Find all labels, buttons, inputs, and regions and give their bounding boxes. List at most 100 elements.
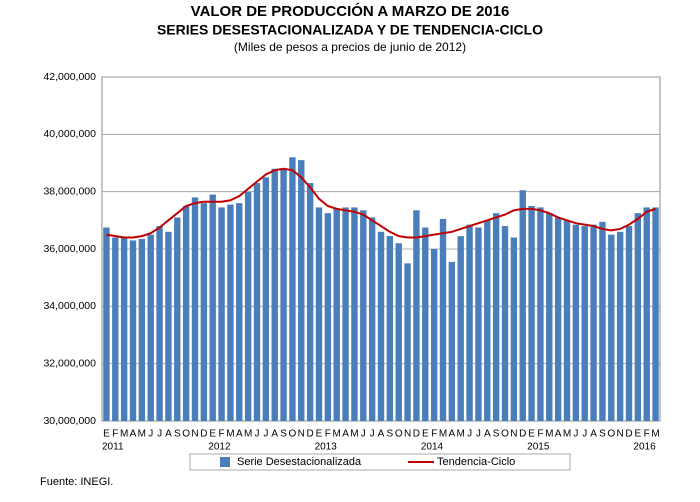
bar [280, 168, 287, 421]
bar [289, 157, 296, 421]
bar [572, 224, 580, 421]
x-tick-label: A [590, 429, 597, 440]
x-tick-label: S [493, 429, 500, 440]
bar [492, 213, 500, 421]
x-tick-label: D [200, 429, 207, 440]
x-tick-label: J [467, 429, 472, 440]
x-tick-label: M [244, 429, 252, 440]
x-tick-label: M [457, 429, 465, 440]
bar [351, 207, 358, 421]
x-tick-label: A [449, 429, 456, 440]
x-tick-label: M [563, 429, 571, 440]
bar [413, 210, 420, 421]
bar [537, 207, 544, 421]
year-label: 2011 [102, 442, 124, 453]
bar [510, 237, 518, 421]
bar [422, 227, 429, 421]
bar [457, 236, 464, 421]
bar [484, 220, 491, 421]
legend-label: Tendencia-Ciclo [437, 456, 515, 468]
bar [448, 261, 456, 421]
x-tick-label: E [103, 429, 110, 440]
x-tick-label: A [342, 429, 349, 440]
bar [342, 207, 349, 421]
x-tick-label: A [271, 429, 278, 440]
y-tick-label: 32,000,000 [43, 357, 96, 369]
x-tick-label: M [333, 429, 341, 440]
bar [643, 207, 650, 421]
x-tick-label: F [325, 429, 331, 440]
chart-note: (Miles de pesos a precios de junio de 20… [234, 40, 466, 54]
x-tick-label: F [537, 429, 543, 440]
bar [227, 204, 234, 421]
bar [129, 240, 137, 421]
source: Fuente: INEGI. [40, 476, 113, 488]
legend-swatch [220, 457, 230, 467]
bar [182, 206, 190, 421]
x-tick-label: D [307, 429, 314, 440]
x-tick-label: A [165, 429, 172, 440]
bar [209, 194, 216, 421]
x-tick-label: J [157, 429, 162, 440]
x-tick-label: M [651, 429, 659, 440]
y-tick-label: 38,000,000 [43, 185, 96, 197]
x-tick-label: O [607, 429, 615, 440]
bar [156, 226, 163, 421]
bar [546, 213, 553, 421]
x-tick-label: S [387, 429, 394, 440]
x-tick-label: O [501, 429, 509, 440]
bar [244, 191, 252, 421]
x-tick-label: J [370, 429, 375, 440]
bar [200, 203, 208, 421]
x-tick-label: E [422, 429, 429, 440]
x-tick-label: N [617, 429, 624, 440]
bar [563, 220, 571, 421]
x-tick-label: S [599, 429, 606, 440]
y-tick-label: 34,000,000 [43, 300, 96, 312]
x-tick-label: M [350, 429, 358, 440]
bar [395, 243, 402, 421]
x-tick-label: D [519, 429, 526, 440]
x-tick-label: D [413, 429, 420, 440]
bar [625, 226, 633, 421]
x-tick-label: N [404, 429, 411, 440]
bar [528, 206, 535, 421]
x-tick-label: E [209, 429, 216, 440]
x-tick-label: O [182, 429, 190, 440]
x-tick-label: J [263, 429, 268, 440]
bar [368, 217, 376, 421]
bar [608, 234, 615, 421]
x-tick-label: N [510, 429, 517, 440]
x-tick-label: J [476, 429, 481, 440]
bar [191, 197, 199, 421]
bar [590, 224, 597, 421]
bar [475, 227, 482, 421]
bar [616, 231, 624, 421]
y-tick-label: 42,000,000 [43, 71, 96, 83]
x-tick-label: F [219, 429, 225, 440]
bar [138, 238, 146, 421]
bar [253, 183, 261, 421]
bar [404, 263, 411, 421]
x-tick-label: S [174, 429, 181, 440]
bar [271, 168, 278, 421]
bar [554, 217, 562, 421]
x-tick-label: N [191, 429, 198, 440]
bar [174, 217, 181, 421]
x-tick-label: M [545, 429, 553, 440]
chart-subtitle: SERIES DESESTACIONALIZADA Y DE TENDENCIA… [157, 22, 543, 38]
year-label: 2014 [421, 442, 444, 453]
x-tick-label: M [226, 429, 234, 440]
x-tick-label: O [289, 429, 297, 440]
x-tick-label: F [644, 429, 650, 440]
x-tick-label: J [255, 429, 260, 440]
bar [120, 237, 128, 421]
chart-title: VALOR DE PRODUCCIÓN A MARZO DE 2016 [191, 2, 510, 20]
x-tick-label: N [298, 429, 305, 440]
bar [466, 224, 473, 421]
x-tick-label: S [280, 429, 287, 440]
bar [333, 208, 340, 421]
bar [599, 221, 606, 421]
bar [306, 183, 314, 421]
x-tick-label: J [361, 429, 366, 440]
